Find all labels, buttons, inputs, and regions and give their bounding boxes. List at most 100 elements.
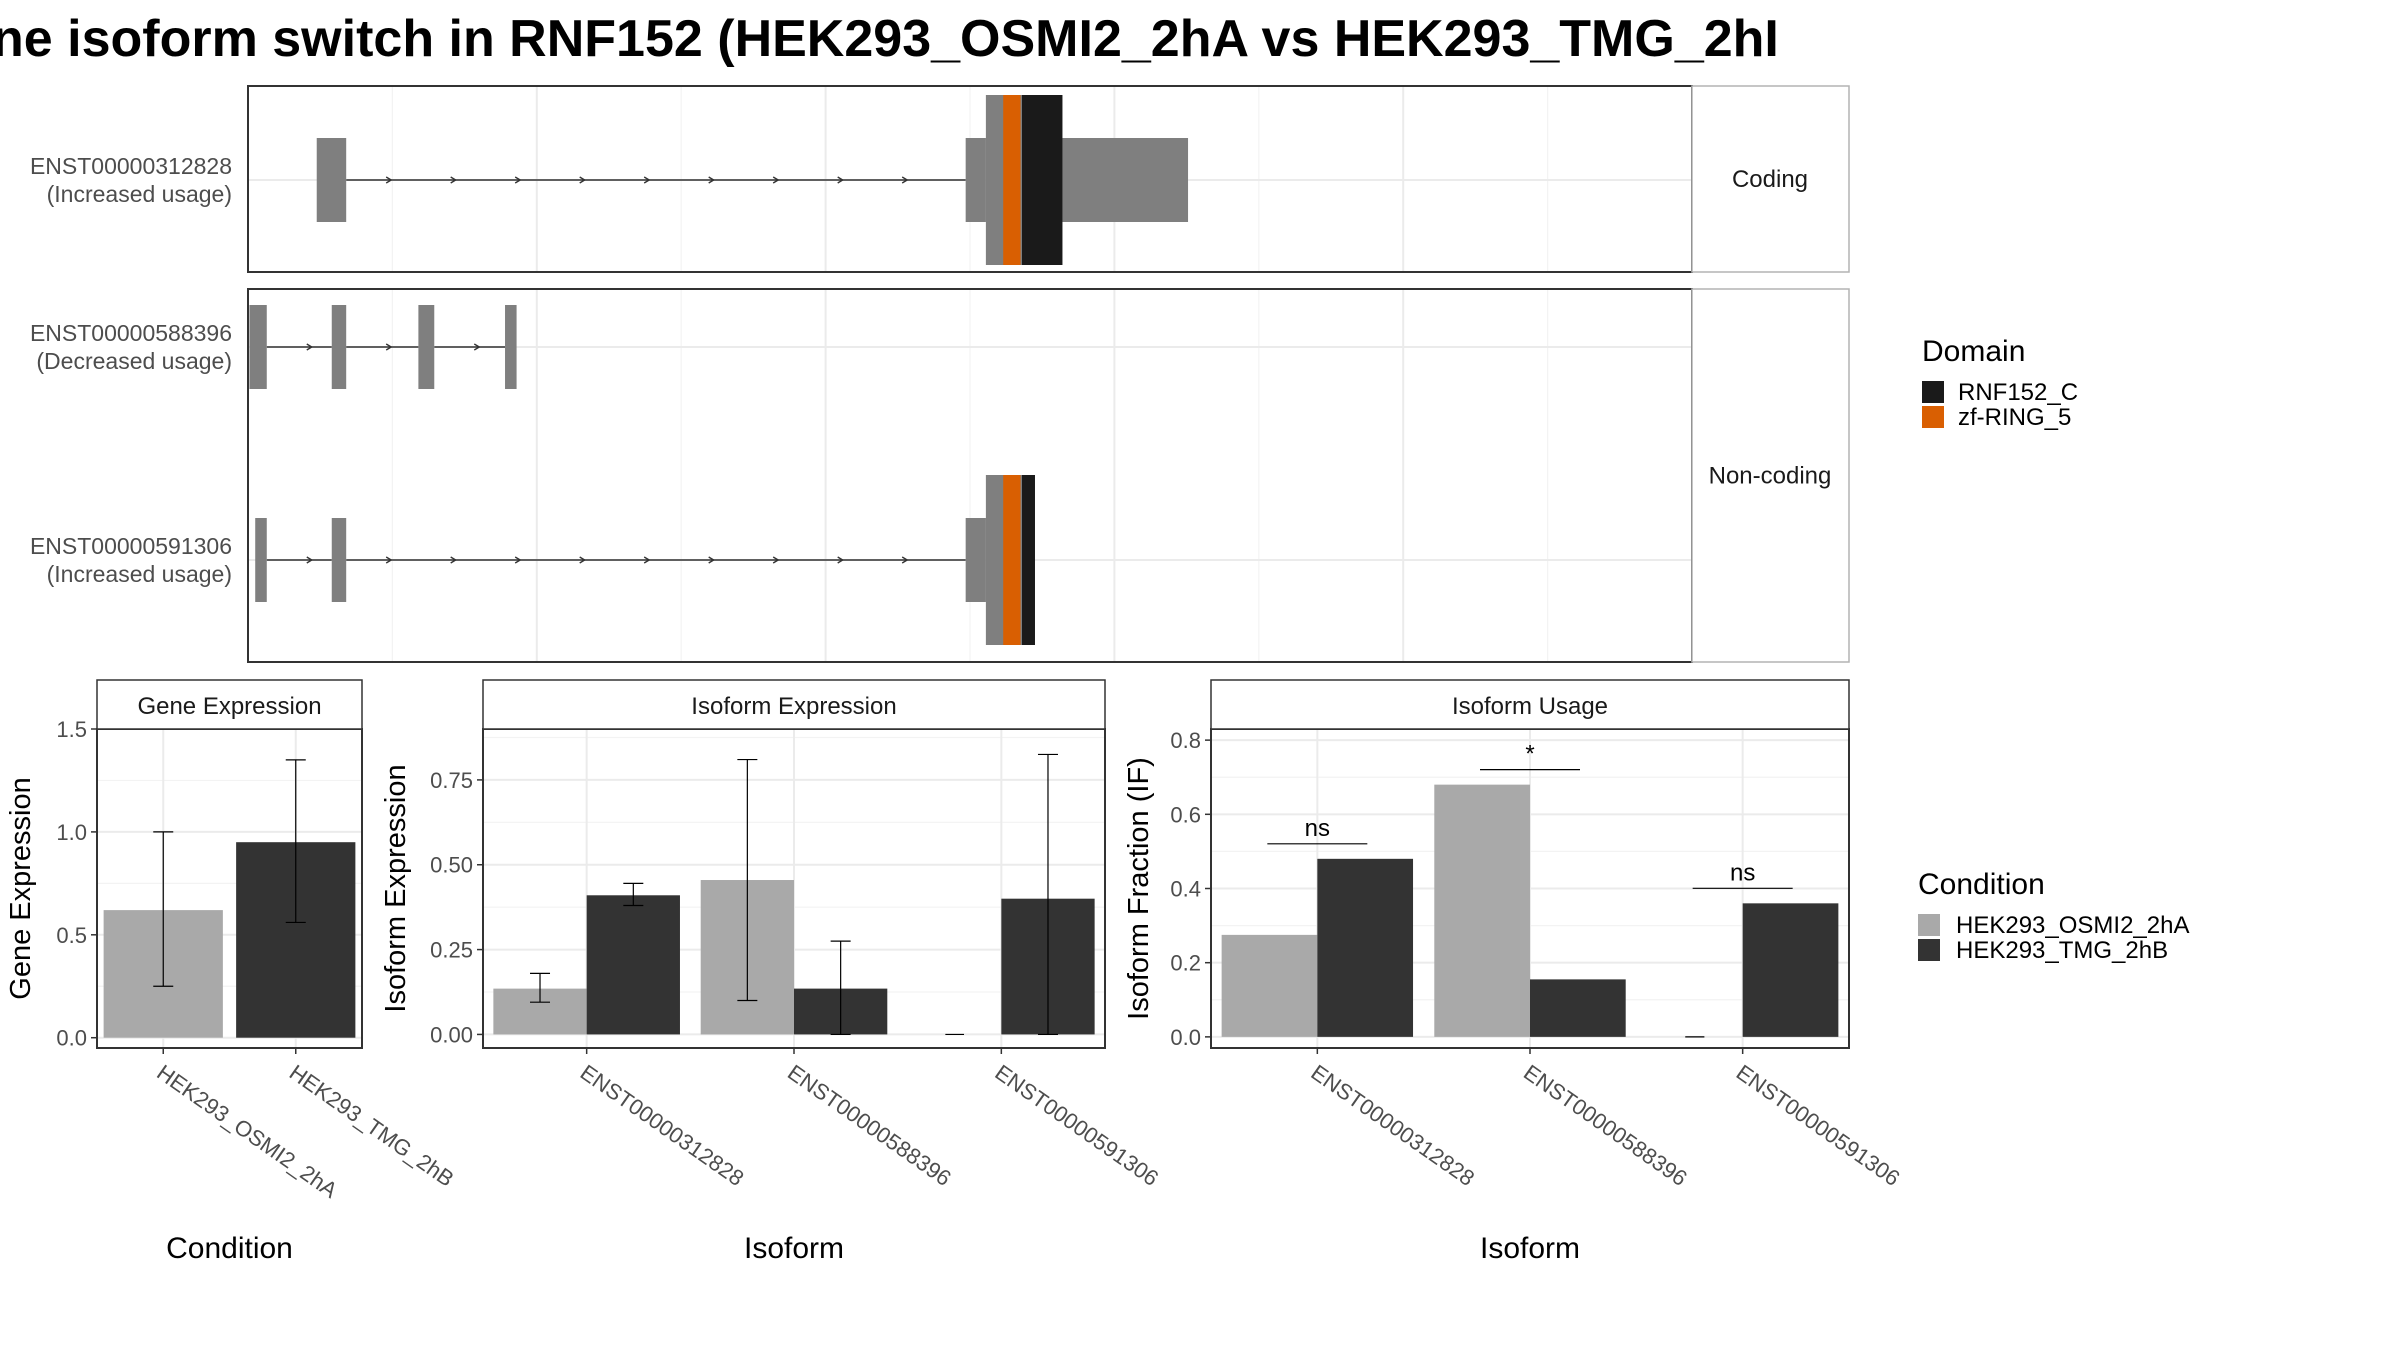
- structure-panel-2: ENST00000588396(Decreased usage)ENST0000…: [30, 288, 1850, 663]
- y-tick-label: 0.75: [430, 768, 473, 793]
- structure-panel-1: ENST00000312828(Increased usage) Coding: [30, 85, 1850, 273]
- exon: [331, 305, 347, 389]
- legend-title: Domain: [1922, 335, 2025, 368]
- strip-label: Isoform Usage: [1452, 693, 1608, 720]
- intron-arrow: [837, 556, 845, 564]
- strip-label: Non-coding: [1709, 463, 1832, 490]
- transcript-ENST00000312828: ENST00000312828(Increased usage): [30, 95, 1189, 265]
- intron-arrow: [643, 176, 651, 184]
- legend-label: RNF152_C: [1958, 379, 2078, 406]
- legend-key: [1922, 406, 1944, 428]
- strip-label: Gene Expression: [137, 693, 321, 720]
- exon: [255, 518, 267, 602]
- transcript-id-label: ENST00000312828: [30, 153, 232, 179]
- strip-box: [1210, 679, 1850, 730]
- exon: [1059, 138, 1189, 222]
- x-tick-label: ENST00000588396: [1519, 1060, 1692, 1191]
- exon: [249, 305, 267, 389]
- intron-arrow: [514, 556, 522, 564]
- significance-label: ns: [1730, 859, 1755, 886]
- strip-box: [1691, 288, 1850, 663]
- transcript-id-label: ENST00000591306: [30, 533, 232, 559]
- intron-arrow: [772, 556, 780, 564]
- domain-legend: Domain RNF152_Czf-RING_5: [1922, 335, 2078, 431]
- y-tick-label: 0.25: [430, 938, 473, 963]
- x-tick-label: ENST00000312828: [1306, 1060, 1479, 1191]
- y-tick-label: 0.50: [430, 853, 473, 878]
- y-tick-label: 0.6: [1170, 802, 1201, 827]
- strip-box: [482, 679, 1106, 730]
- transcript-id-label: ENST00000588396: [30, 320, 232, 346]
- intron-arrow: [385, 556, 393, 564]
- intron-arrow: [837, 176, 845, 184]
- legend-key: [1918, 939, 1940, 961]
- intron-arrow: [901, 176, 909, 184]
- bar: [1434, 784, 1530, 1037]
- bar-chart-3: 0.0 0.2 0.4 0.6 0.8 ns * ns Isoform Usage ENST000…: [1123, 679, 1905, 1265]
- y-tick-label: 0.00: [430, 1022, 473, 1047]
- legend-label: HEK293_TMG_2hB: [1956, 937, 2168, 964]
- intron-arrow: [306, 343, 314, 351]
- intron-arrow: [579, 556, 587, 564]
- domain-rnf152-c: [1021, 95, 1063, 265]
- error-bar: [737, 758, 758, 1002]
- domain-zf-ring-5: [1003, 95, 1021, 265]
- error-bar: [285, 759, 306, 924]
- exon: [418, 305, 435, 389]
- intron-arrow: [385, 343, 393, 351]
- exon: [965, 518, 986, 602]
- domain-zf-ring-5: [1003, 475, 1021, 645]
- legend-key: [1922, 381, 1944, 403]
- error-bar: [830, 940, 851, 1036]
- strip-label: Coding: [1732, 166, 1808, 193]
- exon: [331, 518, 347, 602]
- bar: [1530, 979, 1626, 1037]
- exon: [965, 138, 986, 222]
- strip-box: [1691, 85, 1850, 273]
- figure-title: ne isoform switch in RNF152 (HEK293_OSMI…: [0, 10, 1779, 68]
- y-tick-label: 1.5: [56, 717, 87, 742]
- transcript-ENST00000588396: ENST00000588396(Decreased usage): [30, 305, 517, 389]
- x-axis-title: Isoform: [744, 1232, 844, 1265]
- y-tick-label: 0.4: [1170, 877, 1201, 902]
- intron-arrow: [514, 176, 522, 184]
- domain-rnf152-c: [1021, 475, 1035, 645]
- y-tick-label: 0.8: [1170, 728, 1201, 753]
- y-axis-title: Isoform Expression: [380, 764, 412, 1012]
- x-tick-label: ENST00000591306: [1732, 1060, 1905, 1191]
- intron-arrow: [450, 556, 458, 564]
- strip-label: Isoform Expression: [691, 693, 896, 720]
- bar: [1742, 903, 1839, 1037]
- intron-arrow: [579, 176, 587, 184]
- bar-chart-2: 0.00 0.25 0.50 0.75 Isoform Expression ENST00…: [380, 679, 1163, 1265]
- x-tick-label: ENST00000591306: [990, 1060, 1163, 1191]
- transcript-structure-plot: ENST00000312828(Increased usage)CodingEN…: [30, 85, 1850, 663]
- transcript-usage-label: (Decreased usage): [36, 348, 232, 374]
- legend-label: HEK293_OSMI2_2hA: [1956, 912, 2189, 939]
- intron-arrow: [708, 176, 716, 184]
- exon: [316, 138, 347, 222]
- transcript-usage-label: (Increased usage): [47, 561, 232, 587]
- error-bar: [530, 972, 551, 1003]
- legend-label: zf-RING_5: [1958, 404, 2071, 431]
- transcript-usage-label: (Increased usage): [47, 181, 232, 207]
- intron-arrow: [450, 176, 458, 184]
- y-tick-label: 0.5: [56, 923, 87, 948]
- intron-arrow: [901, 556, 909, 564]
- intron-arrow: [385, 176, 393, 184]
- error-bar: [1037, 753, 1058, 1036]
- x-axis-title: Condition: [166, 1232, 293, 1265]
- legend-title: Condition: [1918, 868, 2045, 901]
- y-axis-title: Gene Expression: [5, 777, 37, 999]
- strip-box: [96, 679, 363, 730]
- intron-arrow: [473, 343, 481, 351]
- significance-label: *: [1525, 741, 1534, 768]
- bar: [1221, 934, 1318, 1037]
- y-tick-label: 0.0: [1170, 1025, 1201, 1050]
- y-tick-label: 1.0: [56, 820, 87, 845]
- y-tick-label: 0.0: [56, 1026, 87, 1051]
- intron-arrow: [306, 556, 314, 564]
